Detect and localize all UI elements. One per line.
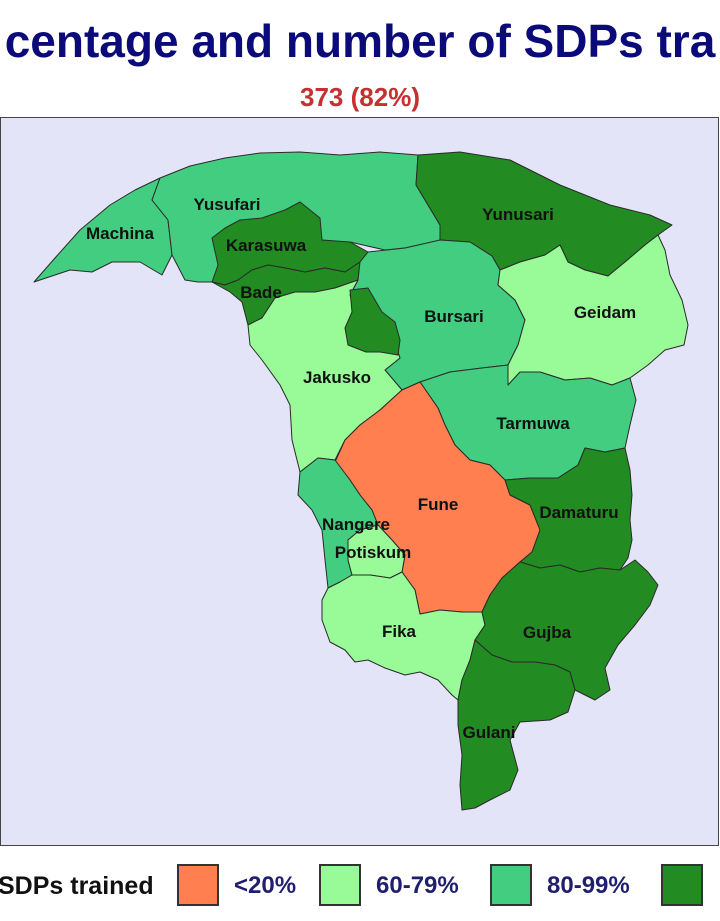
label-nangere: Nangere	[322, 515, 390, 534]
label-karasuwa: Karasuwa	[226, 236, 307, 255]
label-machina: Machina	[86, 224, 155, 243]
label-bade: Bade	[240, 283, 282, 302]
region-geidam[interactable]	[497, 234, 689, 386]
legend: SDPs trained <20% 60-79% 80-99%	[0, 862, 720, 912]
label-tarmuwa: Tarmuwa	[496, 414, 570, 433]
legend-swatch-100	[661, 864, 703, 906]
yobe-map: Machina Yusufari Karasuwa Bade Yunusari …	[33, 151, 689, 811]
legend-title: SDPs trained	[0, 872, 154, 900]
region-gulani[interactable]	[457, 639, 576, 811]
legend-label-80-99: 80-99%	[547, 872, 630, 899]
label-potiskum: Potiskum	[335, 543, 412, 562]
region-gujba[interactable]	[474, 559, 659, 701]
legend-swatch-80-99	[490, 864, 532, 906]
map-subtitle: 373 (82%)	[300, 82, 420, 112]
legend-label-60-79: 60-79%	[376, 872, 459, 899]
label-gujba: Gujba	[523, 623, 572, 642]
label-yunusari: Yunusari	[482, 205, 554, 224]
label-fika: Fika	[382, 622, 417, 641]
label-geidam: Geidam	[574, 303, 636, 322]
legend-swatch-60-79	[319, 864, 361, 906]
region-bade-enclave[interactable]	[344, 287, 401, 356]
label-gulani: Gulani	[463, 723, 516, 742]
label-damaturu: Damaturu	[539, 503, 618, 522]
region-damaturu[interactable]	[504, 447, 633, 573]
label-yusufari: Yusufari	[193, 195, 260, 214]
label-fune: Fune	[418, 495, 459, 514]
legend-label-below-20: <20%	[234, 872, 297, 899]
map-panel: Machina Yusufari Karasuwa Bade Yunusari …	[0, 117, 719, 846]
label-jakusko: Jakusko	[303, 368, 371, 387]
map-title: centage and number of SDPs tra	[4, 15, 716, 67]
legend-swatch-below-20	[177, 864, 219, 906]
label-bursari: Bursari	[424, 307, 484, 326]
